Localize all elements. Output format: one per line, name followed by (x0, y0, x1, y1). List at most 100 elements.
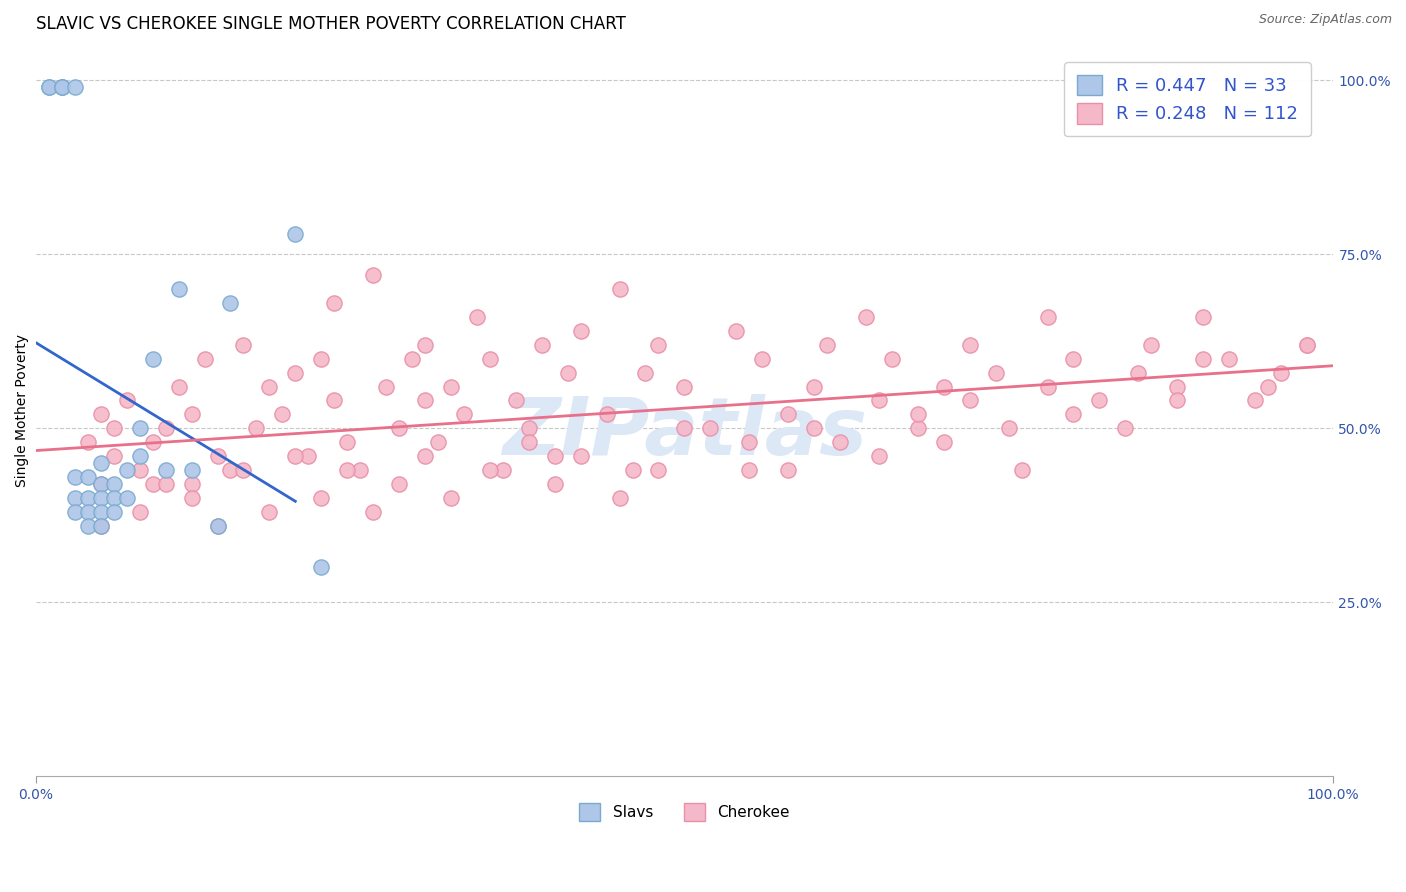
Point (309, 560, 332, 574)
Point (349, 463, 371, 477)
Point (128, 449, 150, 463)
Point (803, 379, 825, 393)
Point (90, 456, 112, 470)
Point (38, 80, 60, 95)
Point (115, 491, 138, 505)
Point (1166, 379, 1188, 393)
Point (751, 351, 773, 366)
Point (90, 408, 112, 422)
Point (245, 421, 267, 435)
Point (259, 379, 281, 393)
Point (103, 449, 125, 463)
Point (530, 338, 553, 352)
Point (1036, 379, 1059, 393)
Point (115, 463, 138, 477)
Point (51, 80, 73, 95)
Point (115, 393, 138, 408)
Point (219, 296, 242, 310)
Point (1296, 338, 1319, 352)
Point (647, 463, 669, 477)
Point (207, 518, 229, 533)
Point (128, 505, 150, 519)
Point (440, 379, 463, 393)
Point (180, 463, 202, 477)
Point (336, 435, 359, 450)
Point (90, 477, 112, 491)
Point (63, 470, 86, 484)
Point (180, 408, 202, 422)
Point (38, 80, 60, 95)
Point (401, 351, 423, 366)
Point (128, 463, 150, 477)
Point (778, 408, 800, 422)
Point (180, 477, 202, 491)
Point (517, 421, 540, 435)
Point (634, 366, 657, 380)
Point (544, 449, 567, 463)
Point (609, 491, 631, 505)
Point (284, 449, 307, 463)
Point (76, 491, 98, 505)
Point (1062, 351, 1084, 366)
Point (815, 338, 838, 352)
Text: Source: ZipAtlas.com: Source: ZipAtlas.com (1258, 13, 1392, 27)
Point (453, 408, 475, 422)
Point (828, 435, 851, 450)
Point (1140, 338, 1163, 352)
Point (76, 505, 98, 519)
Point (855, 310, 877, 324)
Legend: Slavs, Cherokee: Slavs, Cherokee (572, 797, 796, 827)
Point (880, 351, 903, 366)
Point (932, 379, 955, 393)
Point (1218, 351, 1240, 366)
Point (478, 351, 501, 366)
Point (90, 477, 112, 491)
Point (63, 505, 86, 519)
Point (595, 408, 617, 422)
Point (103, 477, 125, 491)
Point (803, 421, 825, 435)
Point (621, 463, 644, 477)
Point (1114, 421, 1136, 435)
Point (1296, 338, 1319, 352)
Point (90, 505, 112, 519)
Point (1192, 310, 1215, 324)
Point (284, 366, 307, 380)
Point (984, 366, 1007, 380)
Point (232, 338, 254, 352)
Point (51, 80, 73, 95)
Point (569, 324, 592, 338)
Point (155, 477, 177, 491)
Point (1244, 393, 1267, 408)
Point (167, 379, 190, 393)
Point (738, 435, 761, 450)
Point (271, 408, 294, 422)
Point (544, 477, 567, 491)
Point (309, 351, 332, 366)
Point (63, 491, 86, 505)
Point (232, 463, 254, 477)
Point (309, 491, 332, 505)
Point (76, 470, 98, 484)
Point (1128, 366, 1150, 380)
Point (557, 366, 579, 380)
Point (155, 421, 177, 435)
Point (76, 518, 98, 533)
Point (388, 477, 411, 491)
Point (1166, 393, 1188, 408)
Point (51, 80, 73, 95)
Point (517, 435, 540, 450)
Point (103, 491, 125, 505)
Point (284, 227, 307, 241)
Point (1036, 310, 1059, 324)
Point (738, 463, 761, 477)
Point (142, 435, 165, 450)
Point (375, 379, 398, 393)
Point (959, 393, 981, 408)
Point (932, 435, 955, 450)
Point (90, 518, 112, 533)
Point (142, 351, 165, 366)
Point (361, 268, 384, 283)
Point (336, 463, 359, 477)
Point (76, 435, 98, 450)
